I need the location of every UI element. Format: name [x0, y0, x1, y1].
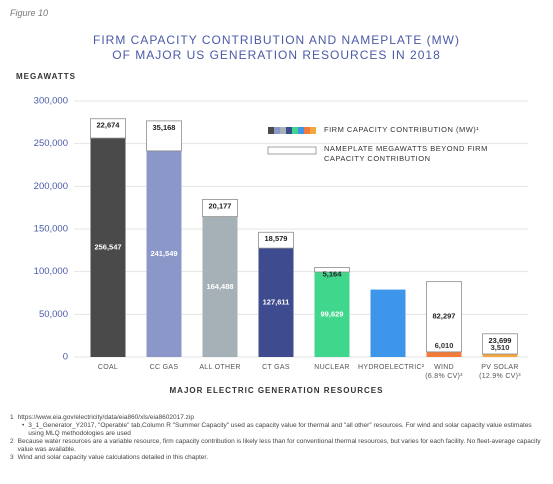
y-tick-label: 150,000 [34, 224, 68, 235]
legend-swatch [267, 146, 317, 155]
y-tick-label: 0 [63, 352, 68, 363]
legend-label: NAMEPLATE MEGAWATTS BEYOND FIRM CAPACITY… [324, 144, 488, 163]
firm-bar [90, 138, 126, 357]
firm-bar [146, 150, 182, 357]
firm-label: 99,629 [321, 309, 344, 318]
firm-bar [482, 354, 518, 357]
nameplate-bar [258, 231, 294, 249]
y-axis-label: MEGAWATTS [16, 72, 76, 81]
x-tick-label: CC GAS [149, 364, 179, 371]
footnote: 2 Because water resources are a variable … [10, 438, 545, 454]
nameplate-bar [146, 120, 182, 152]
x-tick-label: CT GAS [262, 364, 290, 371]
firm-bar [426, 351, 462, 357]
nameplate-bar [482, 333, 518, 355]
footnote-text: https://www.eia.gov/electricity/data/eia… [17, 414, 194, 421]
firm-label: 256,547 [94, 243, 121, 252]
y-tick-label: 250,000 [34, 138, 68, 149]
legend-swatch [292, 127, 298, 134]
nameplate-bar [426, 281, 462, 353]
footnote-number: 2 [10, 438, 14, 445]
nameplate-label: 18,579 [265, 234, 288, 243]
y-tick-label: 200,000 [34, 181, 68, 192]
x-tick-label: NUCLEAR [314, 364, 350, 371]
firm-label: 164,488 [206, 282, 233, 291]
footnote-text: Because water resources are a variable r… [17, 438, 541, 453]
footnote-text: 3_1_Generator_Y2017, "Operable" tab,Colu… [28, 422, 532, 437]
legend-swatch [286, 127, 292, 134]
y-tick-label: 50,000 [39, 309, 68, 320]
legend-swatch [310, 127, 316, 134]
chart-title: FIRM CAPACITY CONTRIBUTION AND NAMEPLATE… [92, 33, 460, 62]
legend-swatch [268, 127, 274, 134]
firm-bar [370, 289, 406, 357]
x-tick-label: HYDROELECTRIC² [358, 364, 425, 371]
x-axis-label: MAJOR ELECTRIC GENERATION RESOURCES [169, 386, 384, 395]
x-tick-label: WIND (6.8% CV)³ [425, 364, 463, 380]
legend-swatch [274, 127, 280, 134]
firm-label: 6,010 [435, 341, 454, 350]
nameplate-label: 82,297 [433, 312, 456, 321]
nameplate-label: 23,699 [489, 336, 512, 345]
firm-label: 127,611 [263, 298, 290, 307]
nameplate-label: 35,168 [153, 123, 176, 132]
firm-bar [202, 216, 238, 357]
legend-swatch [280, 127, 286, 134]
nameplate-bar [202, 199, 238, 218]
y-tick-label: 100,000 [34, 266, 68, 277]
firm-bar [258, 248, 294, 357]
x-tick-label: COAL [97, 364, 119, 371]
nameplate-label: 5,164 [323, 270, 343, 279]
nameplate-bar [314, 267, 350, 273]
footnote: 1 https://www.eia.gov/electricity/data/ei… [10, 414, 545, 422]
nameplate-label: 22,674 [97, 121, 121, 130]
footnote-number: 1 [10, 414, 14, 421]
legend-label: FIRM CAPACITY CONTRIBUTION (MW)¹ [324, 125, 480, 134]
firm-label: 241,549 [150, 249, 177, 258]
nameplate-bar [90, 118, 126, 139]
nameplate-label: 20,177 [209, 201, 232, 210]
figure-label: Figure 10 [10, 8, 49, 18]
legend-swatch [304, 127, 310, 134]
firm-label: 3,510 [491, 343, 510, 352]
footnote: 3 Wind and solar capacity value calculati… [10, 454, 545, 462]
footnote-text: Wind and solar capacity value calculatio… [17, 454, 209, 461]
footnotes: 1 https://www.eia.gov/electricity/data/ei… [10, 414, 545, 462]
x-tick-label: PV SOLAR (12.9% CV)³ [479, 364, 521, 380]
footnote-number: 3 [10, 454, 14, 461]
y-tick-label: 300,000 [34, 96, 68, 107]
firm-bar [314, 271, 350, 357]
x-tick-label: ALL OTHER [199, 364, 241, 371]
legend-swatch [298, 127, 304, 134]
footnote-bullet: • [22, 422, 25, 429]
footnote: • 3_1_Generator_Y2017, "Operable" tab,Col… [10, 422, 545, 438]
